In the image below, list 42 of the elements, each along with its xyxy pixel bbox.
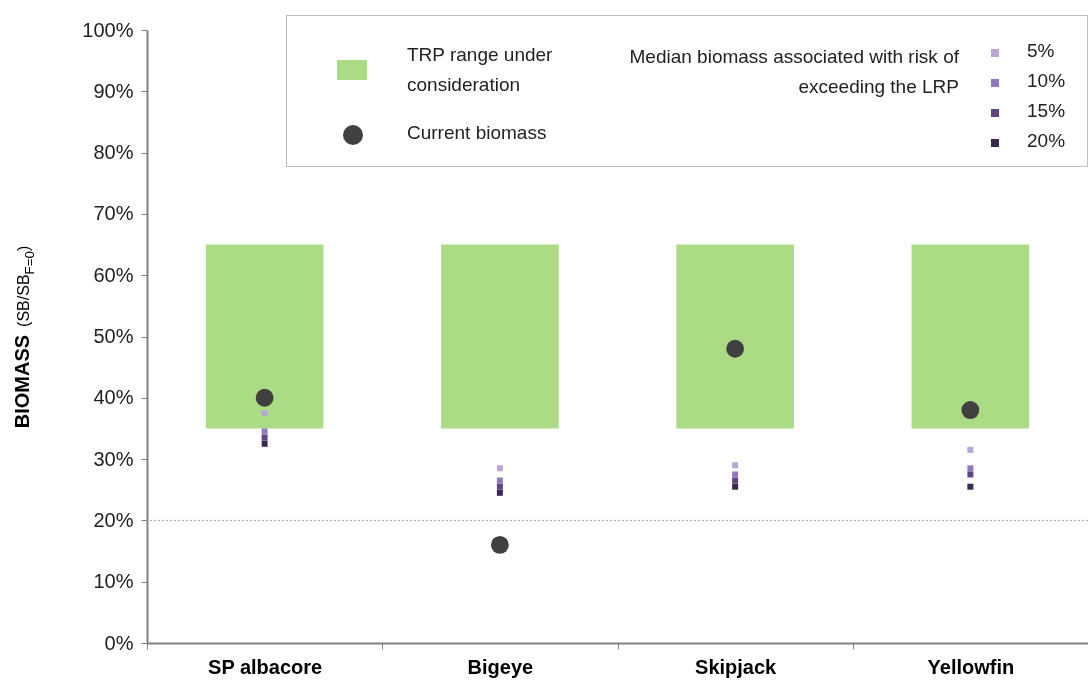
y-tick-label: 60% [93,263,134,286]
y-tick-label: 50% [93,325,134,347]
point [961,401,980,419]
point [261,428,268,435]
legend-label: 10% [1027,70,1066,92]
y-tick-label: 10% [93,570,134,593]
legend-label: 20% [1027,130,1066,152]
y-tick-label: 0% [104,631,134,654]
point [496,489,503,496]
y-tick-label: 20% [93,508,134,531]
y-tick-label: 90% [93,79,134,102]
point [261,410,268,417]
y-tick-label: 40% [93,386,134,409]
x-tick-label: Yellowfin [927,655,1015,678]
point [726,339,745,358]
y-tick-label: 70% [93,202,134,225]
point [261,434,268,441]
legend-label: 5% [1027,40,1055,62]
point [967,465,974,472]
y-tick-label: 80% [93,141,134,164]
legend-label: 15% [1027,100,1066,122]
point [496,465,503,472]
point [490,535,509,554]
point [732,471,739,478]
point [732,477,739,484]
legend-label: Current biomass [407,122,547,144]
point [261,440,268,447]
y-tick-label: 30% [93,447,134,470]
legend-title: Median biomass associated with risk of exceeding the LRP [628,45,959,99]
point [255,388,274,407]
point [967,483,974,490]
point [732,483,739,490]
point [496,483,503,490]
point [732,462,739,469]
x-tick-label: Skipjack [695,655,778,678]
legend-label: TRP range under consideration [407,43,554,97]
x-tick-label: SP albacore [208,655,323,678]
y-tick-label: 100% [82,18,134,41]
point [967,471,974,478]
point [496,477,503,484]
point [967,446,974,453]
x-tick-label: Bigeye [467,655,534,678]
